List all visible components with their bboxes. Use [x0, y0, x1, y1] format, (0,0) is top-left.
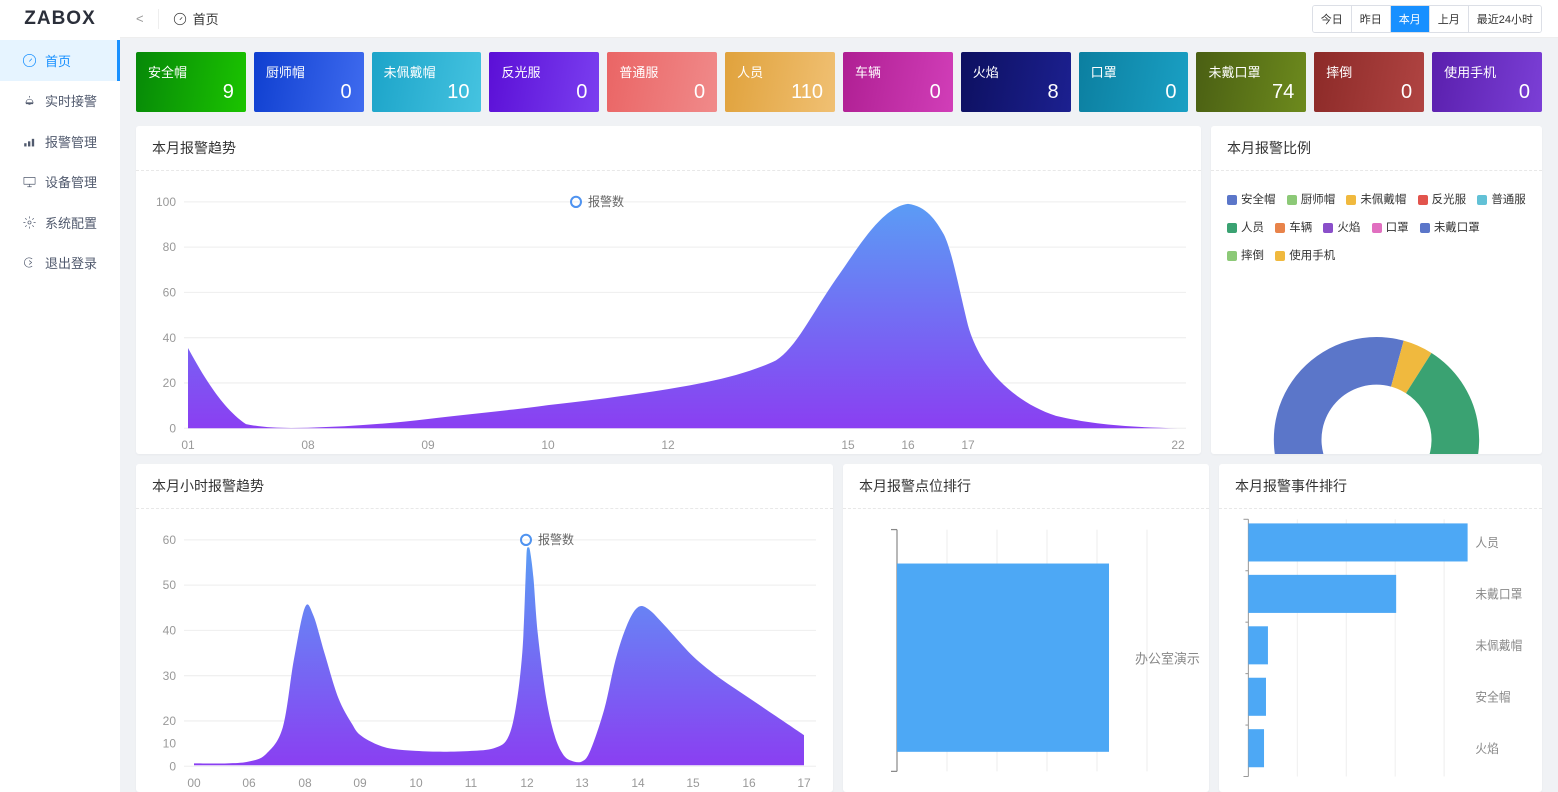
svg-text:40: 40: [163, 331, 177, 345]
svg-text:00: 00: [187, 776, 201, 790]
svg-text:安全帽: 安全帽: [1475, 689, 1510, 704]
svg-text:报警数: 报警数: [588, 194, 624, 209]
svg-text:20: 20: [163, 714, 177, 728]
svg-text:10: 10: [163, 737, 177, 751]
svg-text:06: 06: [242, 776, 256, 790]
svg-text:17: 17: [961, 438, 975, 452]
svg-text:14: 14: [631, 776, 645, 790]
svg-text:人员: 人员: [1475, 536, 1498, 550]
svg-text:15: 15: [686, 776, 700, 790]
svg-text:08: 08: [301, 438, 315, 452]
svg-text:40: 40: [163, 623, 177, 637]
svg-text:16: 16: [901, 438, 915, 452]
svg-text:20: 20: [163, 376, 177, 390]
svg-text:0: 0: [169, 421, 176, 435]
svg-text:0: 0: [169, 759, 176, 773]
svg-text:09: 09: [353, 776, 367, 790]
svg-text:火焰: 火焰: [1475, 741, 1498, 756]
svg-text:17: 17: [797, 776, 811, 790]
svg-text:16: 16: [742, 776, 756, 790]
svg-text:12: 12: [661, 438, 675, 452]
svg-text:80: 80: [163, 240, 177, 254]
svg-text:10: 10: [541, 438, 555, 452]
svg-text:08: 08: [298, 776, 312, 790]
svg-text:15: 15: [841, 438, 855, 452]
svg-text:办公室演示: 办公室演示: [1135, 650, 1200, 666]
svg-text:未佩戴帽: 未佩戴帽: [1475, 638, 1522, 653]
svg-text:09: 09: [421, 438, 435, 452]
svg-text:60: 60: [163, 285, 177, 299]
svg-text:11: 11: [465, 776, 478, 790]
svg-text:01: 01: [181, 438, 195, 452]
svg-text:10: 10: [409, 776, 423, 790]
svg-text:30: 30: [163, 669, 177, 683]
svg-text:60: 60: [163, 533, 177, 547]
svg-text:报警数: 报警数: [538, 532, 574, 547]
svg-text:22: 22: [1171, 438, 1185, 452]
svg-text:100: 100: [156, 195, 176, 209]
svg-text:12: 12: [520, 776, 534, 790]
svg-text:未戴口罩: 未戴口罩: [1475, 586, 1522, 601]
svg-text:50: 50: [163, 578, 177, 592]
svg-text:13: 13: [575, 776, 589, 790]
